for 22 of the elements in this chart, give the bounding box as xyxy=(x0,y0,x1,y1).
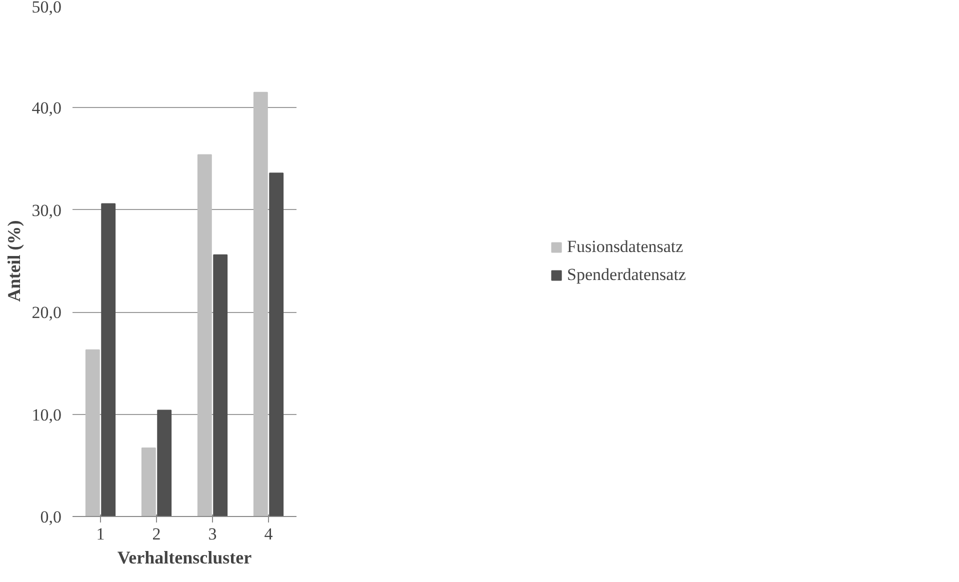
legend-label: Spenderdatensatz xyxy=(567,264,686,284)
y-tick-label: 0,0 xyxy=(40,508,62,526)
x-axis-title: Verhaltenscluster xyxy=(117,548,252,568)
y-tick-label: 30,0 xyxy=(32,200,62,220)
bar xyxy=(157,410,172,516)
bar xyxy=(269,172,284,516)
bar xyxy=(85,349,100,516)
y-tick-label: 50,0 xyxy=(32,0,62,16)
x-tick-label: 1 xyxy=(96,524,105,544)
bar xyxy=(101,203,116,516)
y-tick-label: 20,0 xyxy=(32,303,62,322)
y-tick-label: 40,0 xyxy=(32,98,62,118)
bar xyxy=(141,448,156,516)
x-tick-label: 2 xyxy=(152,524,161,544)
bar xyxy=(197,154,212,516)
x-tick-label: 3 xyxy=(208,524,217,544)
x-tick-label: 4 xyxy=(264,524,274,544)
legend-label: Fusionsdatensatz xyxy=(567,236,684,256)
bar xyxy=(253,92,268,516)
y-tick-label: 10,0 xyxy=(32,405,62,424)
bar xyxy=(213,254,228,516)
y-axis-title: Anteil (%) xyxy=(4,220,24,302)
